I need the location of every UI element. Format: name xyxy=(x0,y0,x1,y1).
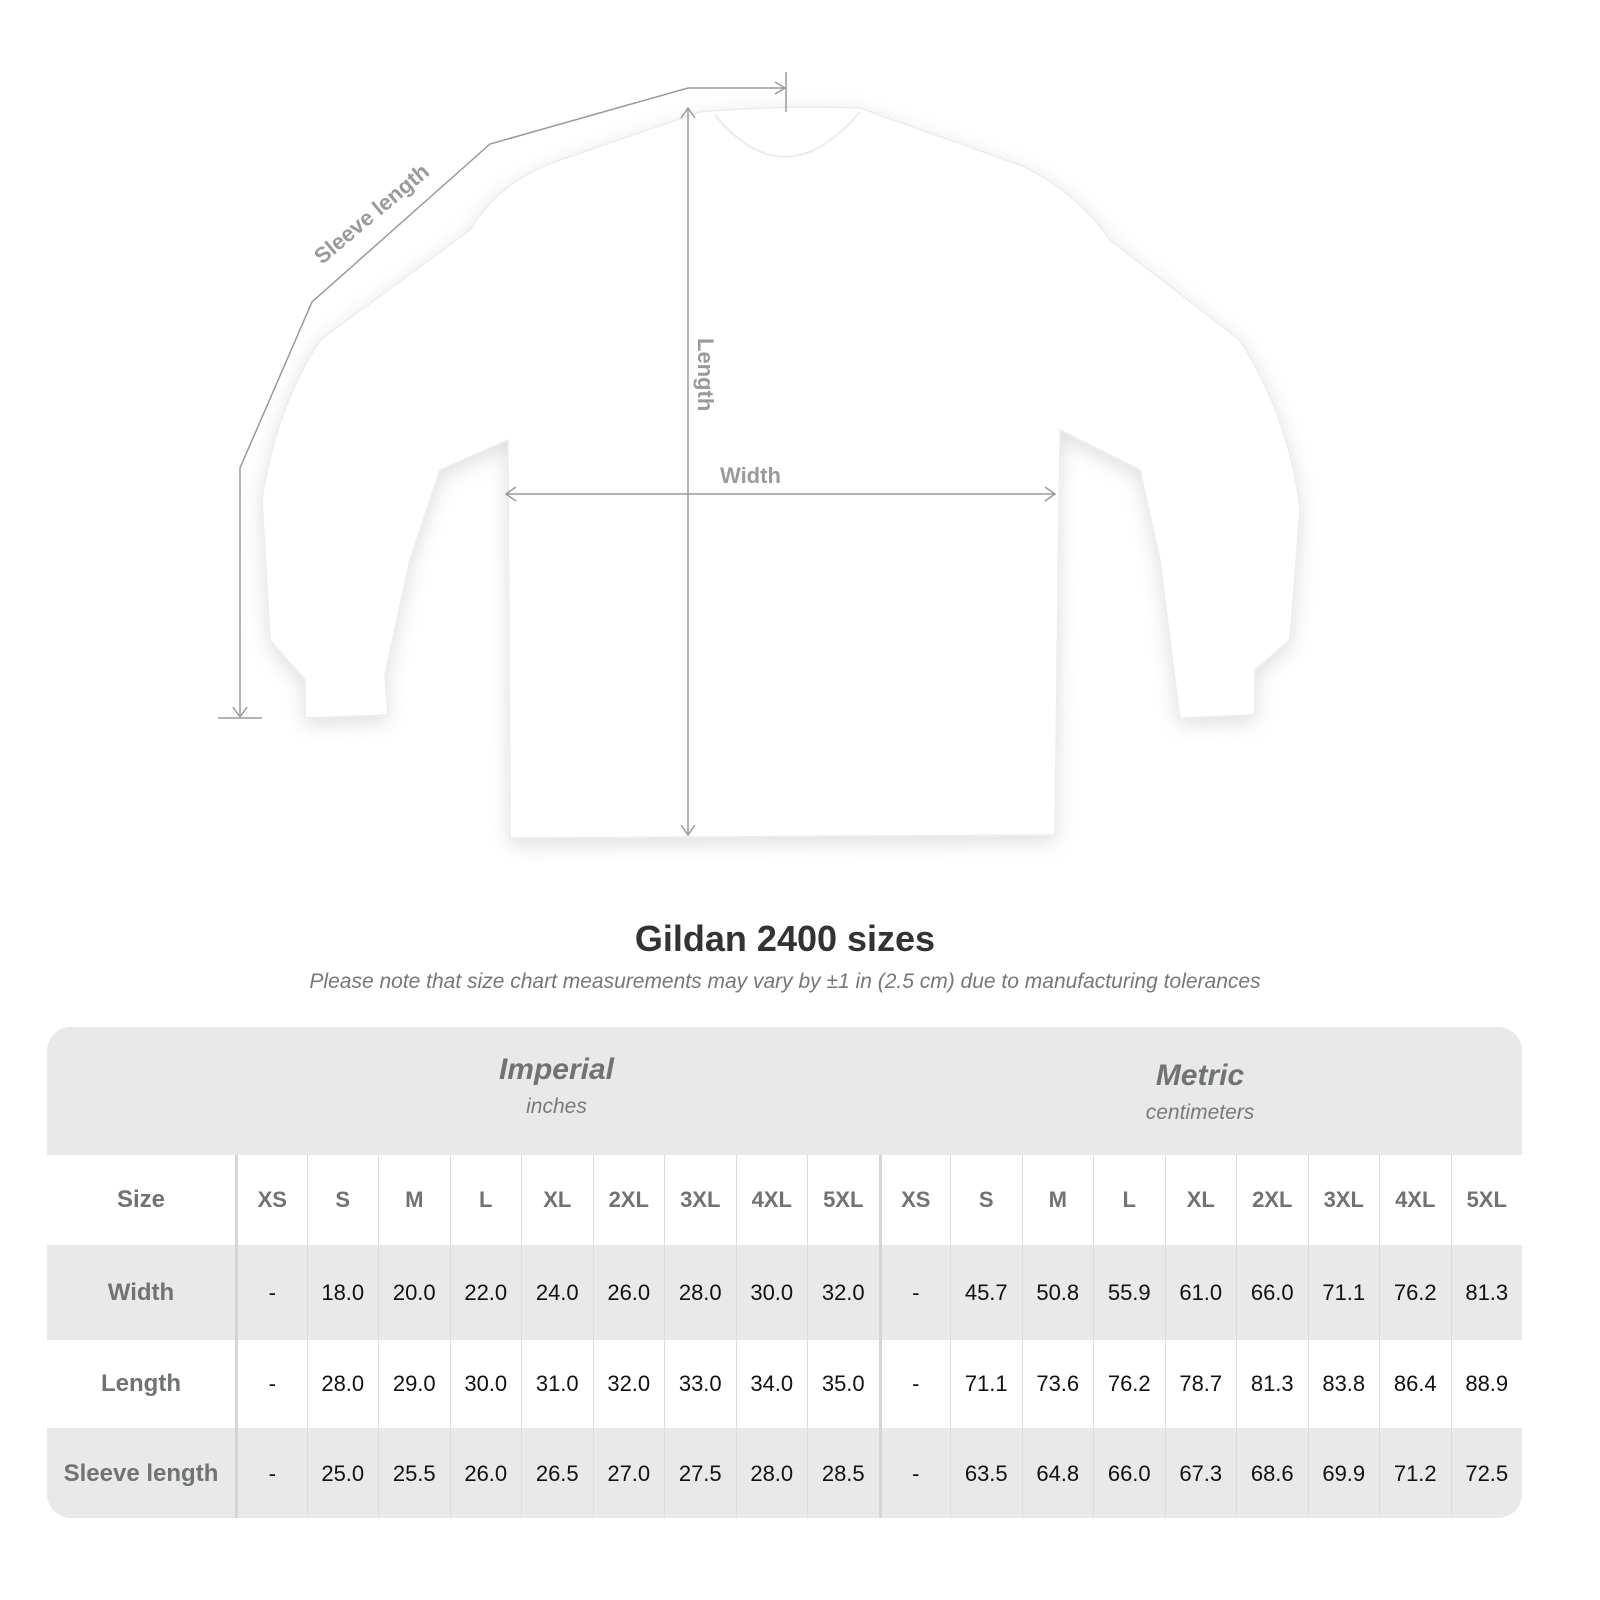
size-chart-title: Gildan 2400 sizes xyxy=(634,918,936,959)
size-header-metric: 3XL xyxy=(1307,1155,1380,1245)
cell-imperial: 35.0 xyxy=(807,1340,879,1428)
size-header-metric: 5XL xyxy=(1450,1155,1523,1245)
cell-imperial: 25.5 xyxy=(378,1428,450,1518)
size-header-metric: 4XL xyxy=(1379,1155,1451,1245)
cell-metric: 66.0 xyxy=(1236,1245,1308,1340)
cell-metric: 73.6 xyxy=(1021,1340,1094,1428)
cell-imperial: 29.0 xyxy=(378,1340,450,1428)
size-header-imperial: XS xyxy=(235,1155,307,1245)
cell-metric: 78.7 xyxy=(1164,1340,1237,1428)
imperial-title: Imperial xyxy=(498,1053,615,1086)
cell-imperial: 28.0 xyxy=(306,1340,379,1428)
size-header-metric: M xyxy=(1021,1155,1094,1245)
row-label: Length xyxy=(101,1370,181,1397)
cell-metric: 86.4 xyxy=(1379,1340,1451,1428)
cell-imperial: 28.5 xyxy=(807,1428,879,1518)
cell-imperial: - xyxy=(235,1340,307,1428)
cell-imperial: 26.0 xyxy=(449,1428,522,1518)
cell-imperial: 20.0 xyxy=(378,1245,450,1340)
cell-metric: 69.9 xyxy=(1307,1428,1380,1518)
cell-metric: 50.8 xyxy=(1021,1245,1094,1340)
cell-imperial: 28.0 xyxy=(735,1428,808,1518)
cell-metric: 81.3 xyxy=(1450,1245,1523,1340)
cell-imperial: 27.5 xyxy=(664,1428,736,1518)
cell-imperial: 24.0 xyxy=(521,1245,593,1340)
size-header-imperial: 3XL xyxy=(664,1155,736,1245)
cell-metric: 45.7 xyxy=(950,1245,1022,1340)
size-header-imperial: 5XL xyxy=(807,1155,879,1245)
cell-metric: - xyxy=(878,1428,951,1518)
size-header-metric: XL xyxy=(1164,1155,1237,1245)
cell-metric: 63.5 xyxy=(950,1428,1022,1518)
size-header-imperial: XL xyxy=(521,1155,593,1245)
cell-metric: 68.6 xyxy=(1236,1428,1308,1518)
cell-imperial: - xyxy=(235,1428,307,1518)
cell-metric: - xyxy=(878,1245,951,1340)
metric-header: Metric centimeters xyxy=(878,1059,1522,1187)
cell-imperial: 22.0 xyxy=(449,1245,522,1340)
cell-imperial: 30.0 xyxy=(449,1340,522,1428)
size-table: Imperial inches Metric centimeters Size X… xyxy=(47,1027,1522,1518)
size-header-metric: S xyxy=(950,1155,1022,1245)
size-header-metric: L xyxy=(1093,1155,1165,1245)
imperial-unit: inches xyxy=(526,1095,587,1118)
cell-metric: 76.2 xyxy=(1093,1340,1165,1428)
cell-metric: 67.3 xyxy=(1164,1428,1237,1518)
cell-imperial: 26.0 xyxy=(592,1245,665,1340)
table-row: Length -28.0 29.0 30.0 31.0 32.0 33.0 34.0 35.0-… xyxy=(47,1340,1522,1428)
size-header-imperial: 2XL xyxy=(592,1155,665,1245)
size-label: Size xyxy=(116,1186,166,1213)
metric-title: Metric xyxy=(1155,1059,1245,1092)
sleeve-length-label: Sleeve length xyxy=(309,159,434,269)
cell-metric: - xyxy=(878,1340,951,1428)
width-label: Width xyxy=(720,463,781,488)
cell-metric: 61.0 xyxy=(1164,1245,1237,1340)
length-label: Length xyxy=(693,338,718,411)
size-header-row: Size XS S M L XL 2XL 3XL 4XL 5XL XS S M L XL 2XL 3XL 4XL 5… xyxy=(47,1155,1522,1245)
cell-metric: 76.2 xyxy=(1379,1245,1451,1340)
cell-imperial: 31.0 xyxy=(521,1340,593,1428)
cell-imperial: 26.5 xyxy=(521,1428,593,1518)
cell-metric: 55.9 xyxy=(1093,1245,1165,1340)
cell-imperial: 33.0 xyxy=(664,1340,736,1428)
cell-imperial: 32.0 xyxy=(592,1340,665,1428)
cell-imperial: 32.0 xyxy=(807,1245,879,1340)
cell-metric: 71.1 xyxy=(1307,1245,1380,1340)
measurement-lines xyxy=(218,72,1057,837)
tolerance-note: Please note that size chart measurements… xyxy=(309,970,1261,993)
cell-metric: 81.3 xyxy=(1236,1340,1308,1428)
table-row: Sleeve length -25.0 25.5 26.0 26.5 27.0 27.5 28… xyxy=(47,1428,1522,1518)
size-header-metric: XS xyxy=(878,1155,951,1245)
long-sleeve-shirt-illustration xyxy=(261,106,1301,839)
cell-metric: 88.9 xyxy=(1450,1340,1523,1428)
cell-imperial: 28.0 xyxy=(664,1245,736,1340)
cell-metric: 71.2 xyxy=(1379,1428,1451,1518)
cell-imperial: 27.0 xyxy=(592,1428,665,1518)
metric-unit: centimeters xyxy=(1145,1101,1255,1124)
shirt-diagram: Sleeve length Length Width xyxy=(218,72,1301,839)
cell-imperial: - xyxy=(235,1245,307,1340)
cell-imperial: 34.0 xyxy=(735,1340,808,1428)
cell-metric: 64.8 xyxy=(1021,1428,1094,1518)
table-row: Width -18.0 20.0 22.0 24.0 26.0 28.0 30.0 32.0-4… xyxy=(47,1245,1522,1340)
cell-imperial: 25.0 xyxy=(306,1428,379,1518)
size-header-imperial: L xyxy=(449,1155,522,1245)
size-header-metric: 2XL xyxy=(1236,1155,1308,1245)
size-header-imperial: 4XL xyxy=(735,1155,808,1245)
row-label: Width xyxy=(107,1278,175,1306)
cell-metric: 72.5 xyxy=(1450,1428,1523,1518)
cell-metric: 71.1 xyxy=(950,1340,1022,1428)
cell-metric: 83.8 xyxy=(1307,1340,1380,1428)
row-label: Sleeve length xyxy=(63,1459,219,1487)
size-header-imperial: S xyxy=(306,1155,379,1245)
cell-imperial: 30.0 xyxy=(735,1245,808,1340)
cell-metric: 66.0 xyxy=(1093,1428,1165,1518)
size-header-imperial: M xyxy=(378,1155,450,1245)
cell-imperial: 18.0 xyxy=(306,1245,379,1340)
imperial-header: Imperial inches xyxy=(235,1053,878,1181)
